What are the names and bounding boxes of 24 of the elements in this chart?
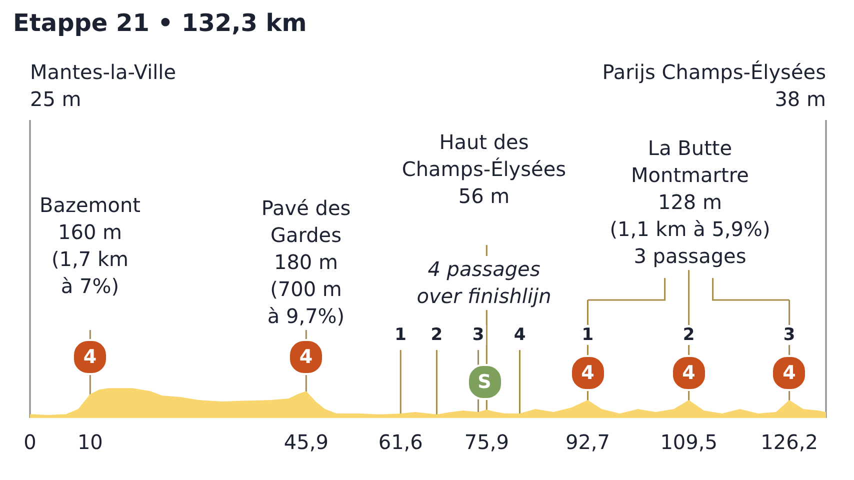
- text: Haut des Champs-Élysées 56 m: [402, 129, 566, 210]
- x-tick-label: 92,7: [565, 430, 610, 454]
- text: Mantes-la-Ville 25 m: [30, 59, 176, 113]
- text: 4 passages over finishlijn: [416, 256, 552, 310]
- text: Pavé des Gardes 180 m (700 m à 9,7%): [261, 195, 351, 330]
- text: Parijs Champs-Élysées 38 m: [602, 59, 826, 113]
- x-tick-label: 109,5: [660, 430, 718, 454]
- text: Bazemont 160 m (1,7 km à 7%): [39, 192, 141, 300]
- text: 4: [512, 325, 528, 345]
- text: 1: [392, 325, 409, 345]
- text: 1: [580, 325, 596, 345]
- x-tick-label: 126,2: [760, 430, 818, 454]
- text: 2: [428, 325, 445, 345]
- x-tick-label: 10: [77, 430, 103, 454]
- x-tick-label: 75,9: [464, 430, 509, 454]
- x-tick-label: 45,9: [284, 430, 328, 454]
- text: La Butte Montmartre 128 m (1,1 km à 5,9%) 3 passages: [610, 135, 770, 270]
- x-tick-label: 0: [24, 430, 36, 454]
- annotation: S: [478, 371, 492, 393]
- x-tick-label: 61,6: [378, 430, 423, 454]
- chart-title: Etappe 21 • 132,3 km: [13, 9, 307, 37]
- text: 3: [470, 325, 486, 345]
- text: 2: [680, 325, 697, 345]
- text: 3: [781, 325, 798, 345]
